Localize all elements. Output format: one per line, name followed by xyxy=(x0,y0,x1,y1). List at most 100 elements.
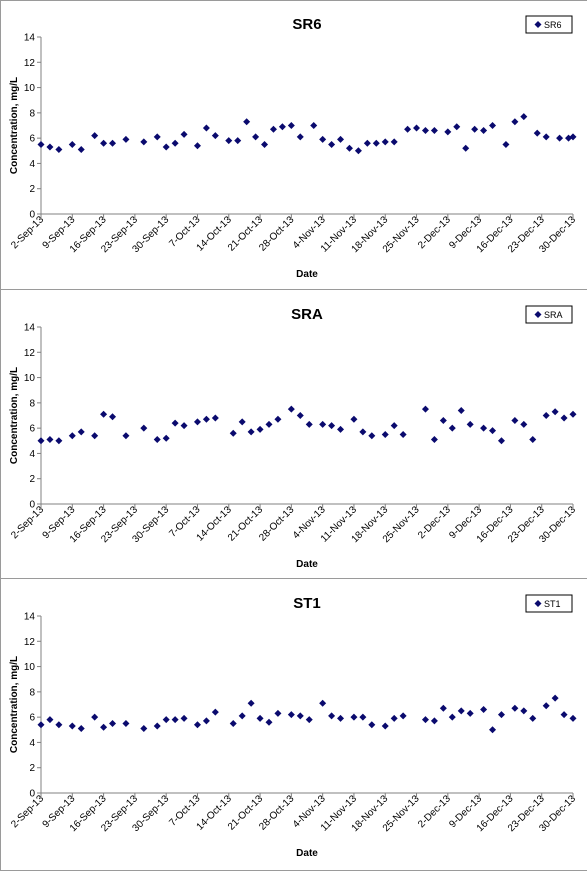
data-point xyxy=(354,147,362,155)
data-point xyxy=(211,132,219,140)
data-point xyxy=(109,139,117,147)
data-point xyxy=(229,719,237,727)
y-tick-label: 12 xyxy=(24,58,36,69)
data-point xyxy=(520,420,528,428)
legend: ST1 xyxy=(525,594,573,613)
data-point xyxy=(162,716,170,724)
data-point xyxy=(381,430,389,438)
data-point xyxy=(337,135,345,143)
data-point xyxy=(68,432,76,440)
data-point xyxy=(421,405,429,413)
data-point xyxy=(480,127,488,135)
data-point xyxy=(256,714,264,722)
data-point xyxy=(560,414,568,422)
data-point xyxy=(551,408,559,416)
data-point xyxy=(542,702,550,710)
data-point xyxy=(238,418,246,426)
data-point xyxy=(238,712,246,720)
data-point xyxy=(68,140,76,148)
data-point xyxy=(471,125,479,133)
x-tick-label: 28-Oct-13 xyxy=(257,504,297,544)
data-point xyxy=(171,419,179,427)
data-point xyxy=(153,722,161,730)
data-point xyxy=(337,714,345,722)
data-point xyxy=(542,133,550,141)
legend-box xyxy=(525,15,573,34)
y-axis-title: Concentration, mg/L xyxy=(9,367,20,464)
y-tick-label: 8 xyxy=(29,398,35,409)
data-point xyxy=(489,726,497,734)
data-point xyxy=(153,133,161,141)
data-point xyxy=(296,712,304,720)
data-point xyxy=(122,135,130,143)
data-point xyxy=(193,142,201,150)
data-point xyxy=(462,144,470,152)
y-tick-label: 6 xyxy=(29,134,35,145)
data-point xyxy=(569,714,577,722)
data-point xyxy=(368,721,376,729)
y-tick-label: 6 xyxy=(29,424,35,435)
legend-marker xyxy=(534,311,542,318)
chart-svg-sra: SRA024681012142-Sep-139-Sep-1316-Sep-132… xyxy=(9,305,578,570)
x-tick-label: 28-Oct-13 xyxy=(257,793,297,833)
data-point xyxy=(140,138,148,146)
chart-panel-sr6: SR6 0 2 4 6 8 10 12 14 2-Sep-13 9-Sep-13 16-Sep-13 2… xyxy=(0,0,587,290)
data-point xyxy=(319,135,327,143)
y-tick-label: 14 xyxy=(24,323,36,334)
data-point xyxy=(497,711,505,719)
y-axis-title: Concentration, mg/L xyxy=(9,77,20,174)
data-point xyxy=(399,430,407,438)
y-tick-label: 10 xyxy=(24,373,36,384)
data-point xyxy=(287,122,295,129)
data-point xyxy=(399,712,407,720)
data-point xyxy=(287,711,295,719)
data-point xyxy=(520,707,528,715)
y-tick-label: 2 xyxy=(29,763,35,774)
data-point xyxy=(265,420,273,428)
data-point xyxy=(225,137,233,145)
data-point xyxy=(569,133,577,141)
data-point xyxy=(404,125,412,133)
data-point xyxy=(122,432,130,440)
data-point xyxy=(489,427,497,435)
panel-divider xyxy=(0,578,587,579)
data-point xyxy=(310,122,318,129)
y-tick-label: 14 xyxy=(24,33,36,44)
data-point xyxy=(533,129,541,137)
chart-title: SRA xyxy=(291,306,323,323)
data-point xyxy=(560,711,568,719)
data-point xyxy=(171,139,179,147)
data-point xyxy=(381,138,389,146)
data-point xyxy=(162,143,170,151)
y-tick-label: 12 xyxy=(24,637,36,648)
data-point xyxy=(350,415,358,423)
y-tick-label: 0 xyxy=(29,500,35,511)
data-point xyxy=(46,143,54,151)
data-point xyxy=(37,437,45,445)
x-tick-label: 2-Sep-13 xyxy=(9,504,46,541)
data-point xyxy=(497,437,505,445)
data-point xyxy=(55,437,63,445)
panel-divider xyxy=(0,289,587,290)
y-tick-label: 4 xyxy=(29,738,35,749)
data-point xyxy=(193,721,201,729)
y-tick-label: 0 xyxy=(29,210,35,221)
legend: SR6 xyxy=(525,15,573,34)
data-point xyxy=(265,718,273,726)
data-point xyxy=(247,699,255,707)
data-point xyxy=(55,721,63,729)
legend-label: SR6 xyxy=(544,20,562,30)
data-point xyxy=(296,412,304,419)
data-point xyxy=(363,139,371,147)
data-point xyxy=(511,704,519,712)
chart-panel-sra: SRA 0 2 4 6 8 10 12 14 2-Sep-13 9-Sep-13 16-Sep-13 2… xyxy=(0,290,587,579)
x-tick-label: 28-Oct-13 xyxy=(257,214,297,254)
data-point xyxy=(256,425,264,433)
data-point xyxy=(46,716,54,724)
data-point xyxy=(77,146,85,154)
legend-marker xyxy=(534,21,542,28)
data-point xyxy=(305,420,313,428)
data-point xyxy=(502,140,510,148)
data-point xyxy=(100,723,108,731)
data-point xyxy=(305,716,313,724)
